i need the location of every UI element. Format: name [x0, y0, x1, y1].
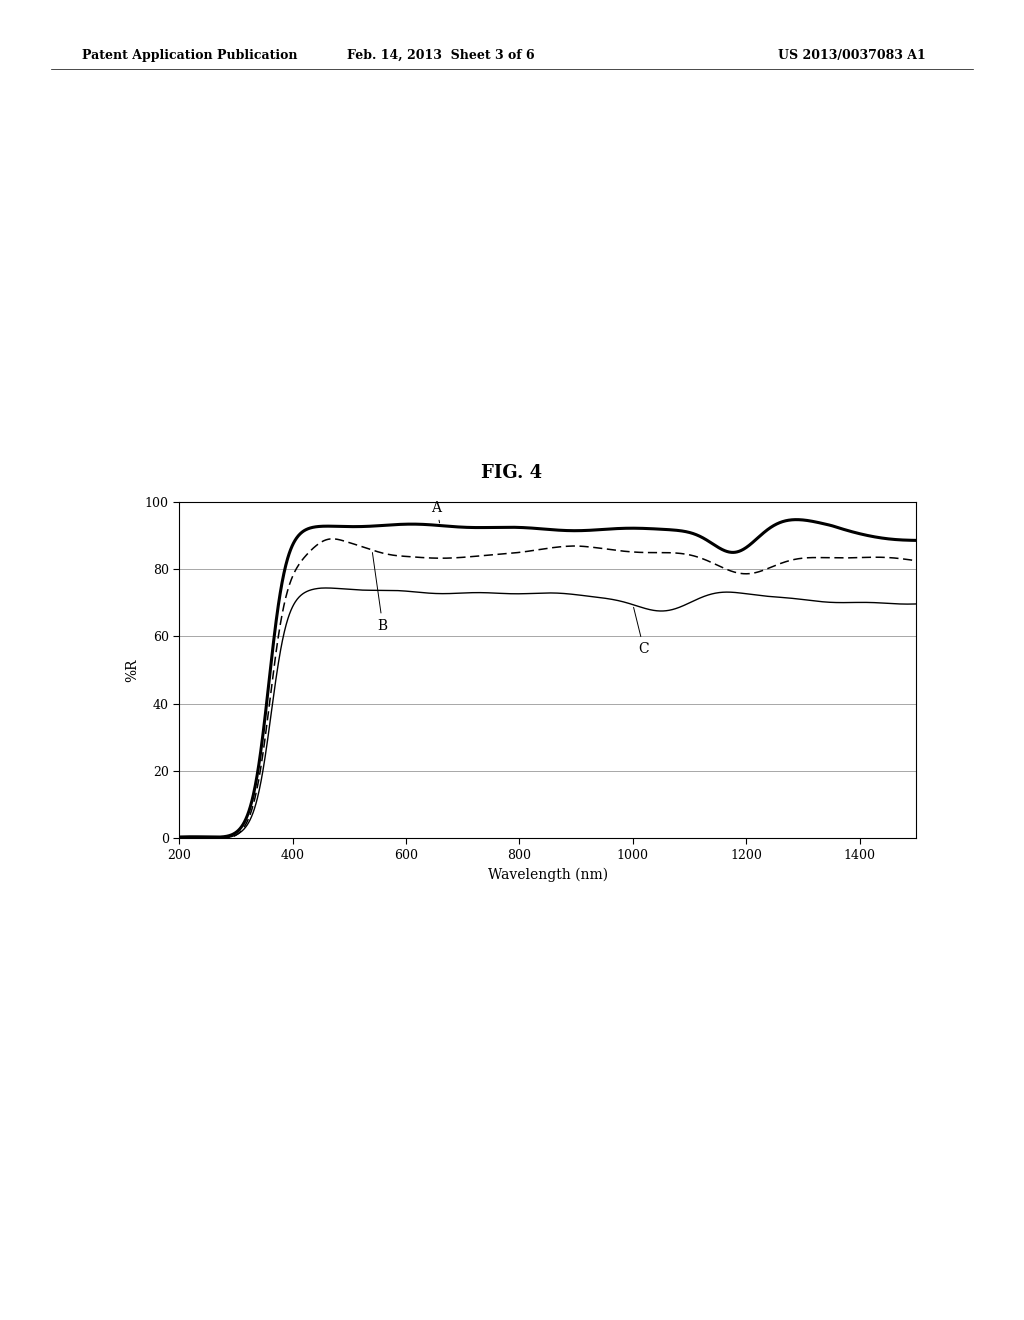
Text: FIG. 4: FIG. 4 — [481, 463, 543, 482]
X-axis label: Wavelength (nm): Wavelength (nm) — [487, 867, 608, 882]
Text: B: B — [373, 553, 388, 632]
Y-axis label: %R: %R — [125, 659, 139, 681]
Text: C: C — [634, 607, 649, 656]
Text: A: A — [431, 500, 441, 523]
Text: US 2013/0037083 A1: US 2013/0037083 A1 — [778, 49, 926, 62]
Text: Feb. 14, 2013  Sheet 3 of 6: Feb. 14, 2013 Sheet 3 of 6 — [346, 49, 535, 62]
Text: Patent Application Publication: Patent Application Publication — [82, 49, 297, 62]
